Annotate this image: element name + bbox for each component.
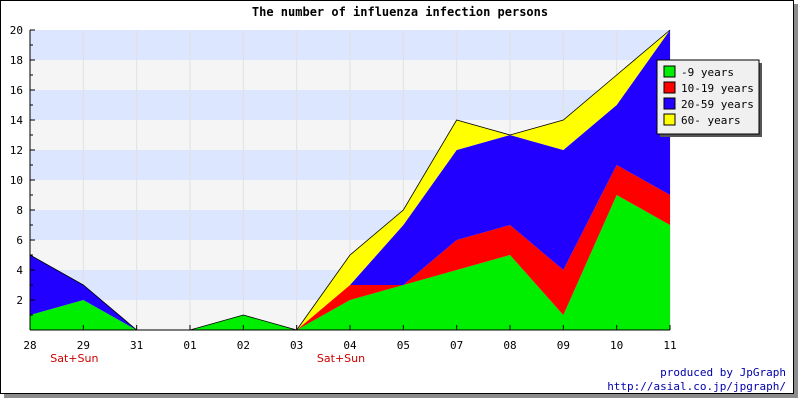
- legend-label: 10-19 years: [681, 82, 754, 95]
- y-tick-labels: 2 4 6 8 10 12 14 16 18 20: [10, 24, 24, 307]
- x-tick-label: 09: [557, 339, 570, 352]
- legend-label: 20-59 years: [681, 98, 754, 111]
- area-60-years: [30, 30, 670, 330]
- x-tick-label: 03: [290, 339, 303, 352]
- category-notes: Sat+Sun Sat+Sun: [50, 352, 365, 365]
- y-tick-label: 4: [16, 264, 23, 277]
- axes: [29, 29, 671, 331]
- area-10-19-years: [30, 165, 670, 330]
- legend-swatch: [663, 97, 676, 110]
- y-tick-label: 6: [16, 234, 23, 247]
- area--9-years: [30, 195, 670, 330]
- legend: -9 years 10-19 years 20-59 years 60- years: [656, 59, 762, 137]
- y-tick-label: 10: [10, 174, 23, 187]
- x-tick-label: 10: [610, 339, 623, 352]
- x-tick-label: 07: [450, 339, 463, 352]
- legend-swatch: [663, 113, 676, 126]
- x-tick-label: 11: [663, 339, 676, 352]
- x-tick-label: 02: [237, 339, 250, 352]
- x-tick-label: 05: [397, 339, 410, 352]
- legend-swatch: [663, 81, 676, 94]
- area-20-59-years: [30, 30, 670, 330]
- y-tick-label: 8: [16, 204, 23, 217]
- x-tick-label: 08: [503, 339, 516, 352]
- y-tick-label: 12: [10, 144, 23, 157]
- legend-label: -9 years: [681, 66, 734, 79]
- credit-line-2: http://asial.co.jp/jpgraph/: [607, 380, 786, 393]
- y-tick-label: 14: [10, 114, 24, 127]
- weekend-note: Sat+Sun: [50, 352, 98, 365]
- x-tick-labels: 28 29 31 01 02 03 04 05 07 08 09 10 11: [23, 339, 676, 352]
- y-tick-label: 16: [10, 84, 23, 97]
- y-tick-label: 20: [10, 24, 23, 37]
- y-tick-label: 18: [10, 54, 23, 67]
- legend-swatch: [663, 65, 676, 78]
- y-tick-label: 2: [16, 294, 23, 307]
- credit-line-1: produced by JpGraph: [660, 366, 786, 379]
- chart-title: The number of influenza infection person…: [252, 5, 548, 19]
- legend-label: 60- years: [681, 114, 741, 127]
- weekend-note: Sat+Sun: [317, 352, 365, 365]
- x-tick-label: 04: [343, 339, 357, 352]
- x-tick-label: 28: [23, 339, 36, 352]
- x-tick-label: 29: [77, 339, 90, 352]
- x-tick-label: 01: [183, 339, 196, 352]
- x-tick-label: 31: [130, 339, 143, 352]
